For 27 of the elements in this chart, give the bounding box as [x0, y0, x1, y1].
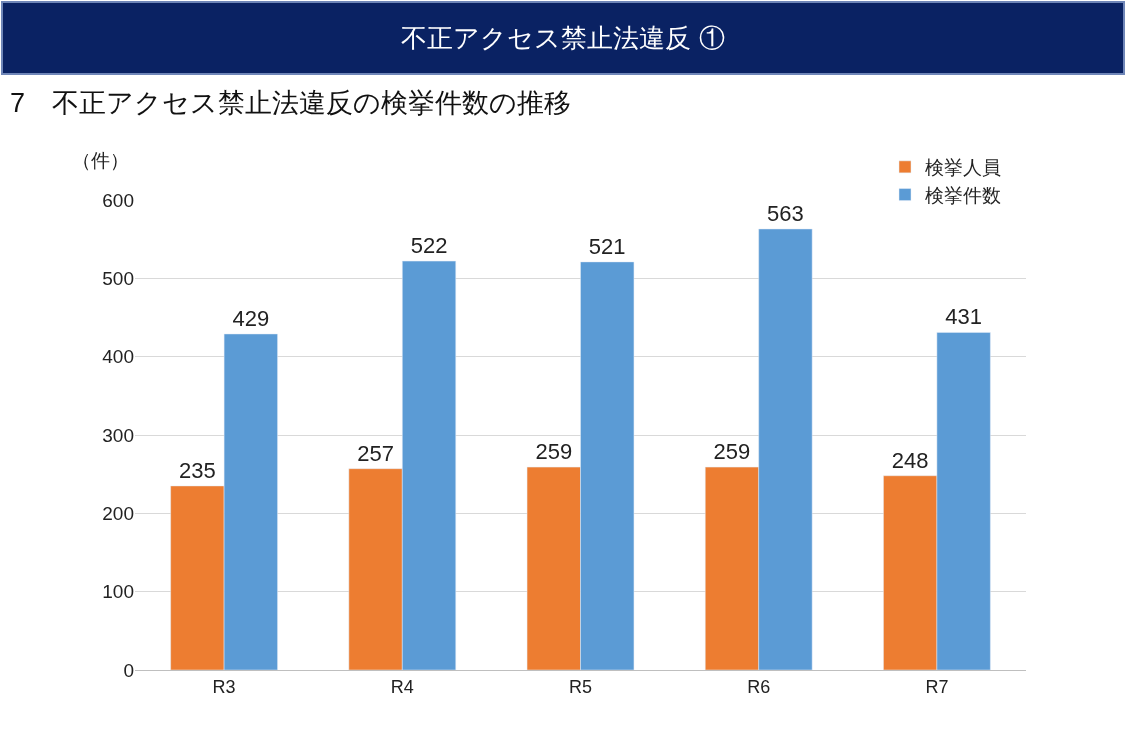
y-tick-label: 0 — [123, 659, 134, 681]
data-label: 522 — [410, 233, 448, 259]
y-tick-label: 400 — [102, 346, 134, 368]
data-label: 248 — [891, 447, 929, 473]
data-label: 429 — [232, 305, 270, 331]
y-axis-title: （件） — [72, 150, 129, 171]
x-tick-label: R4 — [390, 676, 414, 697]
data-label: 563 — [767, 200, 804, 226]
x-tick-label: R3 — [212, 676, 236, 697]
legend-label: 検挙件数 — [925, 184, 1001, 206]
data-label: 259 — [713, 439, 751, 465]
y-tick-label: 200 — [102, 502, 134, 524]
y-tick-label: 600 — [102, 189, 134, 211]
x-tick-label: R6 — [747, 676, 771, 697]
x-tick-label: R5 — [568, 676, 593, 697]
y-tick-label: 100 — [102, 581, 134, 603]
y-tick-label: 300 — [102, 424, 134, 446]
legend-label: 検挙人員 — [925, 157, 1001, 179]
chart-title: 不正アクセス禁止法違反 ① — [401, 23, 725, 54]
data-label: 235 — [179, 457, 216, 483]
chart-subtitle: 7 不正アクセス禁止法違反の検挙件数の推移 — [10, 88, 572, 118]
data-label: 521 — [588, 233, 626, 259]
data-label: 259 — [535, 439, 573, 465]
data-label: 431 — [945, 304, 982, 330]
y-tick-label: 500 — [102, 267, 134, 289]
x-tick-label: R7 — [925, 676, 949, 697]
data-label: 257 — [357, 440, 394, 466]
